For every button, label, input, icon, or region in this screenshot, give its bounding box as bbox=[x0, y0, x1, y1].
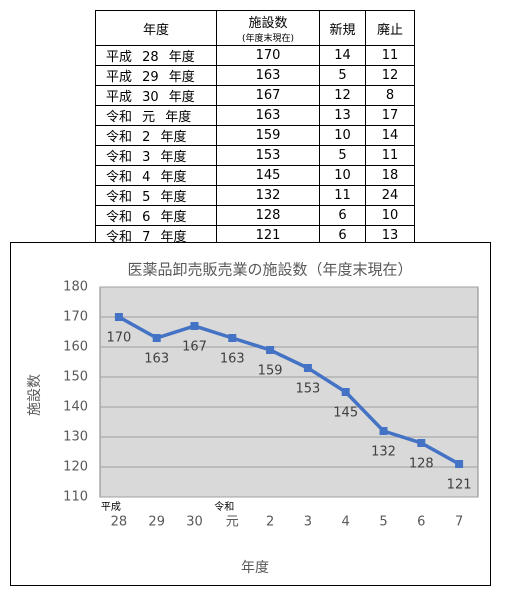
table-cell: 令和 元 年度 bbox=[95, 105, 217, 126]
table-cell: 145 bbox=[216, 165, 320, 186]
table-row: 令和 元 年度 163 13 17 bbox=[95, 105, 415, 126]
marker bbox=[228, 334, 237, 342]
data-label: 163 bbox=[220, 352, 245, 367]
marker bbox=[417, 439, 426, 447]
table-row: 令和 6 年度 128 6 10 bbox=[95, 205, 415, 226]
data-table: 年度 施設数 (年度末現在) 新規 廃止 平成 28 年度 170 14 11 平成 29… bbox=[95, 10, 415, 246]
data-label: 159 bbox=[258, 364, 283, 379]
plot-area bbox=[99, 286, 479, 498]
y-tick-label: 170 bbox=[63, 310, 88, 325]
marker bbox=[114, 313, 123, 321]
data-label: 163 bbox=[144, 352, 169, 367]
table-cell: 令和 6 年度 bbox=[95, 205, 217, 226]
marker bbox=[190, 322, 199, 330]
table-cell: 24 bbox=[365, 185, 415, 206]
table-cell: 163 bbox=[216, 65, 320, 86]
y-tick-label: 120 bbox=[63, 460, 88, 475]
x-axis-label: 年度 bbox=[241, 560, 269, 576]
data-label: 132 bbox=[371, 445, 396, 460]
x-group-label: 令和 bbox=[214, 500, 234, 513]
x-group-label: 平成 bbox=[101, 501, 121, 513]
x-tick-label: 30 bbox=[186, 515, 203, 530]
table-cell: 平成 28 年度 bbox=[95, 45, 217, 66]
data-label: 121 bbox=[447, 478, 472, 493]
table-cell: 平成 30 年度 bbox=[95, 85, 217, 106]
table-row: 令和 4 年度 145 10 18 bbox=[95, 165, 415, 186]
y-tick-label: 180 bbox=[63, 280, 88, 295]
x-tick-label: 6 bbox=[417, 515, 425, 530]
table-row: 令和 2 年度 159 10 14 bbox=[95, 125, 415, 146]
header-cell: 廃止 bbox=[365, 10, 415, 46]
data-label: 167 bbox=[182, 340, 207, 355]
x-tick-label: 29 bbox=[148, 515, 165, 530]
table-cell: 13 bbox=[319, 105, 366, 126]
table-cell: 令和 7 年度 bbox=[95, 225, 217, 246]
table-body: 平成 28 年度 170 14 11 平成 29 年度 163 5 12 平成 30 年度 167… bbox=[95, 45, 415, 246]
table-cell: 令和 2 年度 bbox=[95, 125, 217, 146]
x-tick-label: 元 bbox=[226, 515, 239, 530]
marker bbox=[303, 364, 312, 372]
table-cell: 令和 3 年度 bbox=[95, 145, 217, 166]
data-label: 153 bbox=[295, 382, 320, 397]
data-label: 170 bbox=[106, 331, 131, 346]
x-tick-label: 2 bbox=[266, 515, 274, 530]
data-label: 145 bbox=[333, 406, 358, 421]
y-axis-label: 施設数 bbox=[27, 374, 43, 416]
header-note: (年度末現在) bbox=[241, 34, 295, 44]
marker bbox=[379, 427, 388, 435]
x-tick-label: 3 bbox=[304, 515, 312, 530]
x-tick-label: 5 bbox=[379, 515, 387, 530]
line bbox=[118, 315, 460, 466]
table-row: 令和 7 年度 121 6 13 bbox=[95, 225, 415, 246]
data-label: 128 bbox=[409, 457, 434, 472]
y-tick-label: 160 bbox=[63, 340, 88, 355]
table-cell: 12 bbox=[319, 85, 366, 106]
y-tick-label: 130 bbox=[63, 430, 88, 445]
marker bbox=[266, 346, 275, 354]
header-cell: 新規 bbox=[319, 10, 366, 46]
marker bbox=[152, 334, 161, 342]
table-cell: 11 bbox=[365, 45, 415, 66]
table-cell: 167 bbox=[216, 85, 320, 106]
header-cell: 施設数 (年度末現在) bbox=[216, 10, 320, 46]
y-tick-label: 140 bbox=[63, 400, 88, 415]
x-tick-label: 4 bbox=[342, 515, 350, 530]
table-row: 平成 29 年度 163 5 12 bbox=[95, 65, 415, 86]
marker bbox=[341, 388, 350, 396]
table-row: 平成 30 年度 167 12 8 bbox=[95, 85, 415, 106]
table-cell: 17 bbox=[365, 105, 415, 126]
marker bbox=[455, 460, 464, 468]
chart-title: 医薬品卸売販売業の施設数（年度末現在） bbox=[127, 261, 412, 279]
table-cell: 18 bbox=[365, 165, 415, 186]
x-tick-label: 7 bbox=[455, 515, 463, 530]
y-tick-label: 150 bbox=[63, 370, 88, 385]
table-cell: 10 bbox=[319, 125, 366, 146]
y-tick-label: 110 bbox=[63, 490, 88, 505]
header-row: 年度 施設数 (年度末現在) 新規 廃止 bbox=[95, 10, 415, 46]
header-text: 施設数 bbox=[248, 16, 288, 31]
x-tick-label: 28 bbox=[111, 515, 128, 530]
header-cell: 年度 bbox=[95, 10, 217, 46]
